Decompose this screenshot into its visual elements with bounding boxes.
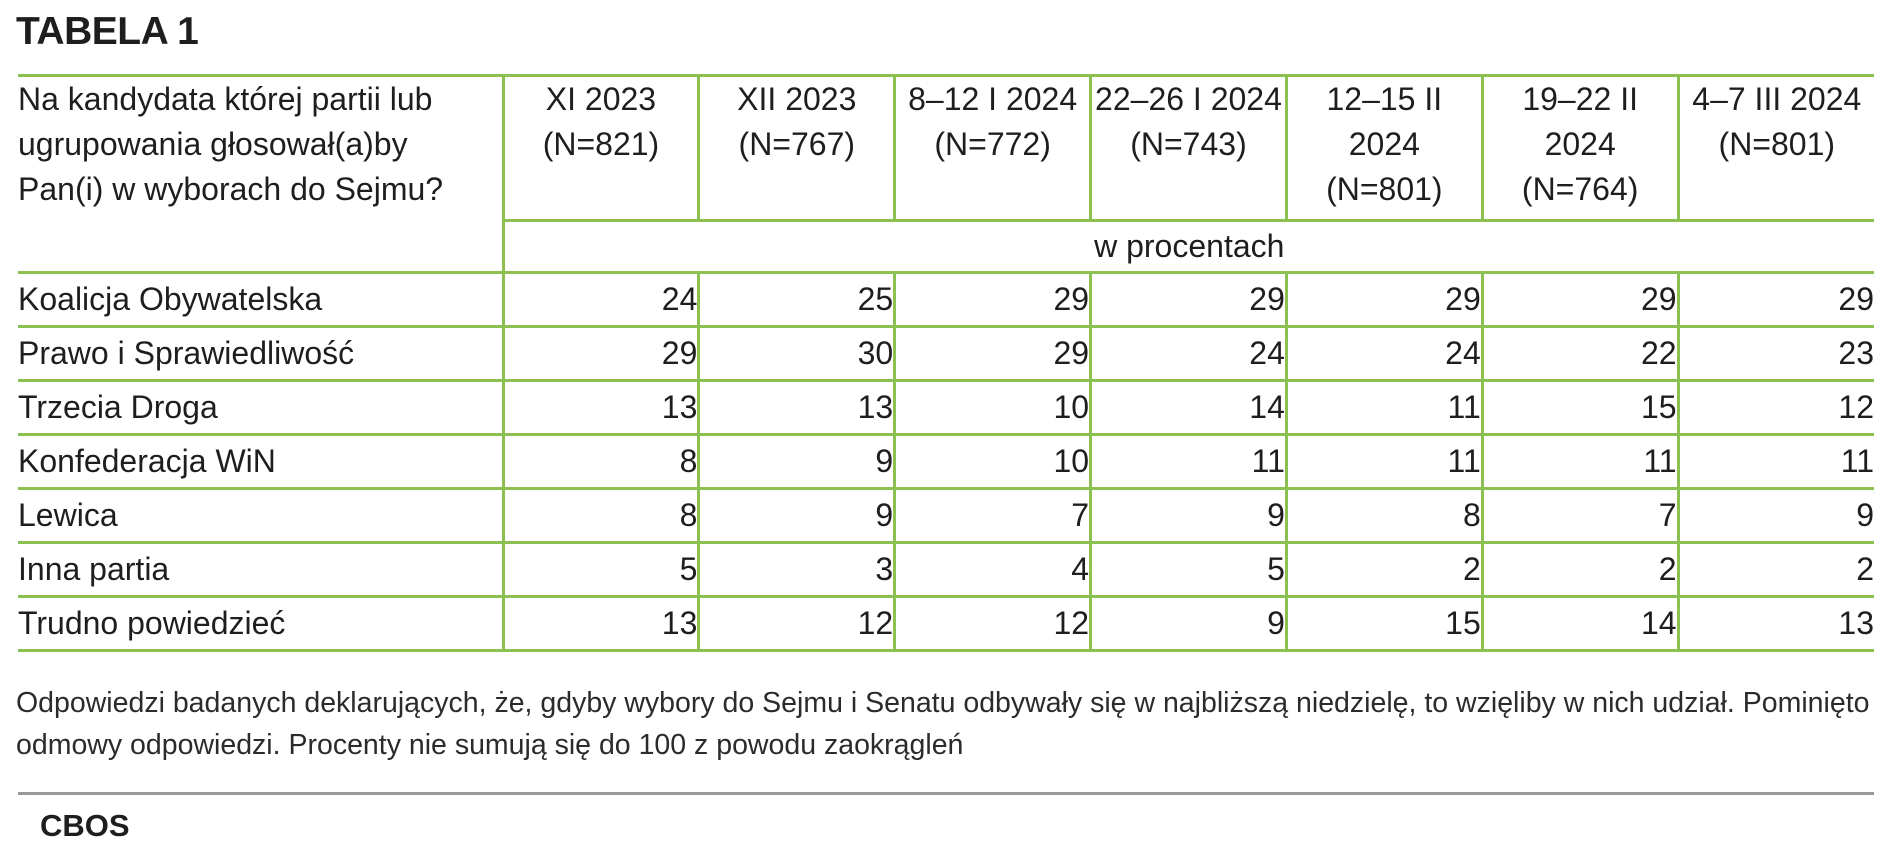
column-header: XI 2023 (N=821) <box>501 74 701 222</box>
column-sample: (N=767) <box>738 126 856 162</box>
percent-value: 29 <box>501 325 701 382</box>
party-name: Inna partia <box>18 541 505 598</box>
table-row: Koalicja Obywatelska 24 25 29 29 29 29 29 <box>18 271 1874 328</box>
column-sample: (N=821) <box>542 126 660 162</box>
footer-divider <box>18 792 1874 795</box>
percent-value: 9 <box>1676 487 1874 544</box>
column-sample: (N=764) <box>1521 171 1639 207</box>
percent-value: 4 <box>893 541 1093 598</box>
percent-value: 9 <box>1089 487 1288 544</box>
percent-value: 11 <box>1284 433 1484 490</box>
percent-value: 30 <box>697 325 897 382</box>
column-sample: (N=743) <box>1130 126 1247 162</box>
percent-value: 2 <box>1480 541 1680 598</box>
column-period: XII 2023 <box>737 81 857 117</box>
unit-row: w procentach <box>18 219 1874 274</box>
percent-value: 24 <box>501 271 701 328</box>
percent-value: 9 <box>697 487 897 544</box>
percent-value: 8 <box>501 487 701 544</box>
column-sample: (N=801) <box>1718 126 1836 162</box>
percent-value: 10 <box>893 433 1093 490</box>
party-name: Lewica <box>18 487 505 544</box>
column-period: 19–22 II 2024 <box>1522 81 1638 162</box>
percent-value: 2 <box>1676 541 1874 598</box>
percent-value: 22 <box>1480 325 1680 382</box>
percent-value: 23 <box>1676 325 1874 382</box>
column-period: 4–7 III 2024 <box>1692 81 1862 117</box>
percent-value: 8 <box>501 433 701 490</box>
percent-value: 29 <box>893 325 1093 382</box>
percent-value: 12 <box>697 595 897 652</box>
percent-value: 2 <box>1284 541 1484 598</box>
column-period: 8–12 I 2024 <box>908 81 1078 117</box>
table-row: Trudno powiedzieć 13 12 12 9 15 14 13 <box>18 595 1874 652</box>
footnote: Odpowiedzi badanych deklarujących, że, g… <box>16 687 1870 761</box>
percent-value: 12 <box>1676 379 1874 436</box>
percent-value: 24 <box>1284 325 1484 382</box>
column-header: 19–22 II 2024 (N=764) <box>1480 74 1680 222</box>
source-label: CBOS <box>40 808 130 843</box>
table-title: TABELA 1 <box>16 10 199 53</box>
column-header: 22–26 I 2024 (N=743) <box>1089 74 1288 222</box>
percent-value: 13 <box>501 379 701 436</box>
percent-value: 24 <box>1089 325 1288 382</box>
percent-value: 13 <box>697 379 897 436</box>
column-period: 22–26 I 2024 <box>1095 81 1282 117</box>
percent-value: 11 <box>1676 433 1874 490</box>
party-name: Konfederacja WiN <box>18 433 505 490</box>
percent-value: 3 <box>697 541 897 598</box>
table-body: Koalicja Obywatelska 24 25 29 29 29 29 29 Prawo … <box>18 271 1874 652</box>
percent-value: 14 <box>1089 379 1288 436</box>
percent-value: 8 <box>1284 487 1484 544</box>
percent-value: 11 <box>1089 433 1288 490</box>
party-name: Trzecia Droga <box>18 379 505 436</box>
table-row: Prawo i Sprawiedliwość 29 30 29 24 24 22 23 <box>18 325 1874 382</box>
percent-value: 10 <box>893 379 1093 436</box>
column-period: XI 2023 <box>545 81 657 117</box>
percent-value: 29 <box>1480 271 1680 328</box>
percent-value: 29 <box>893 271 1093 328</box>
percent-value: 7 <box>1480 487 1680 544</box>
table-row: Inna partia 5 3 4 5 2 2 2 <box>18 541 1874 598</box>
percent-value: 12 <box>893 595 1093 652</box>
percent-value: 11 <box>1480 433 1680 490</box>
column-header: 12–15 II 2024 (N=801) <box>1284 74 1484 222</box>
column-header: XII 2023 (N=767) <box>697 74 897 222</box>
column-sample: (N=801) <box>1326 171 1443 207</box>
percent-value: 7 <box>893 487 1093 544</box>
column-period: 12–15 II 2024 <box>1326 81 1443 162</box>
header-row: Na kandydata której partii lub ugrupowan… <box>18 74 1874 274</box>
column-header: 4–7 III 2024 (N=801) <box>1676 74 1874 222</box>
percent-value: 15 <box>1284 595 1484 652</box>
percent-value: 13 <box>501 595 701 652</box>
percent-value: 9 <box>1089 595 1288 652</box>
question-header: Na kandydata której partii lub ugrupowan… <box>18 74 505 274</box>
percent-value: 25 <box>697 271 897 328</box>
party-name: Prawo i Sprawiedliwość <box>18 325 505 382</box>
percent-value: 5 <box>501 541 701 598</box>
party-name: Trudno powiedzieć <box>18 595 505 652</box>
percent-value: 29 <box>1284 271 1484 328</box>
percent-value: 5 <box>1089 541 1288 598</box>
percent-value: 29 <box>1676 271 1874 328</box>
unit-label: w procentach <box>503 219 1874 274</box>
percent-value: 14 <box>1480 595 1680 652</box>
percent-value: 15 <box>1480 379 1680 436</box>
column-header: 8–12 I 2024 (N=772) <box>893 74 1093 222</box>
percent-value: 9 <box>697 433 897 490</box>
poll-table: Na kandydata której partii lub ugrupowan… <box>18 74 1874 652</box>
percent-value: 11 <box>1284 379 1484 436</box>
table-row: Lewica 8 9 7 9 8 7 9 <box>18 487 1874 544</box>
percent-value: 13 <box>1676 595 1874 652</box>
table-row: Trzecia Droga 13 13 10 14 11 15 12 <box>18 379 1874 436</box>
percent-value: 29 <box>1089 271 1288 328</box>
table-row: Konfederacja WiN 8 9 10 11 11 11 11 <box>18 433 1874 490</box>
column-sample: (N=772) <box>934 126 1051 162</box>
party-name: Koalicja Obywatelska <box>18 271 505 328</box>
